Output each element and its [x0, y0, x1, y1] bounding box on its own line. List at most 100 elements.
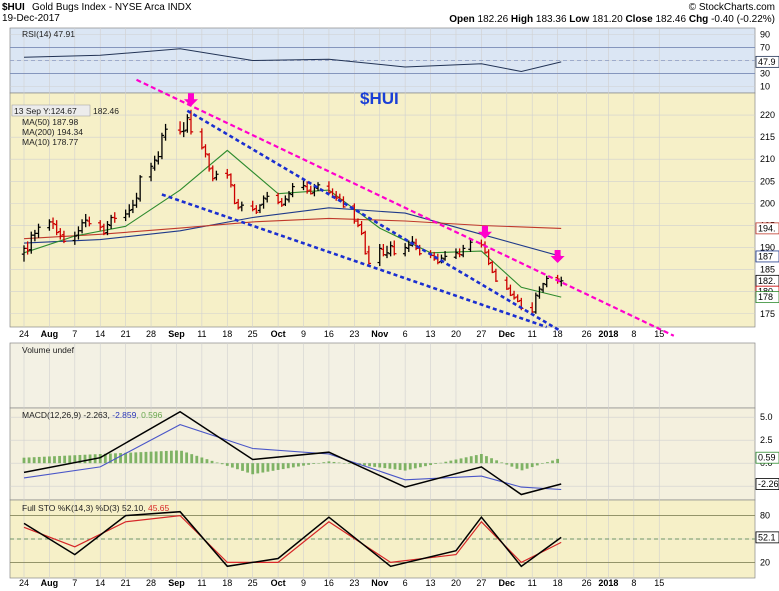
x-tick-label: Sep: [168, 578, 185, 588]
macd-histogram-bar: [53, 456, 56, 464]
macd-tag-box: [755, 478, 779, 490]
x-tick-label: 16: [324, 329, 334, 339]
rsi-label: RSI(14) 47.91: [22, 29, 75, 39]
x-tick-label: 2018: [598, 578, 618, 588]
price-tick-label: 190: [760, 243, 775, 253]
macd-histogram-bar: [180, 450, 183, 464]
x-tick-label: 6: [403, 578, 408, 588]
macd-histogram-bar: [459, 458, 463, 464]
macd-histogram-bar: [302, 463, 305, 466]
rsi-legend: RSI(14) 47.91: [22, 29, 75, 39]
macd-histogram-bar: [261, 463, 265, 473]
price-tag-box: [755, 250, 779, 263]
macd-histogram-bar: [322, 462, 326, 464]
date-tag-box: [11, 104, 91, 117]
macd-histogram-bar: [144, 451, 148, 464]
x-tick-label: Nov: [371, 329, 388, 339]
x-tick-label: 7: [72, 578, 77, 588]
macd-panel: [9, 407, 756, 501]
macd-histogram-bar: [159, 451, 163, 464]
macd-histogram-bar: [505, 463, 509, 465]
macd-histogram-bar: [103, 453, 107, 464]
macd-histogram-bar: [546, 462, 549, 464]
x-tick-label: 25: [248, 578, 258, 588]
volume-label: Volume undef: [22, 345, 75, 355]
macd-histogram-bar: [464, 457, 468, 464]
x-tick-label: 18: [553, 329, 563, 339]
macd-histogram-bar: [205, 459, 209, 464]
x-tick-label: 28: [146, 329, 156, 339]
sto-tag-box: [755, 531, 779, 544]
macd-label-signal: -2.859: [112, 410, 136, 420]
sto-label: Full STO %K(14,3) %D(3) 52.10, 45.65: [22, 503, 170, 513]
macd-histogram-bar: [22, 457, 26, 464]
macd-tag: -2.26: [758, 479, 779, 489]
brand-link[interactable]: © StockCharts.com: [689, 2, 775, 13]
price-tick-label: 175: [760, 309, 775, 319]
macd-histogram-bar: [88, 454, 92, 464]
macd-histogram-bar: [129, 452, 133, 464]
macd-histogram-bar: [73, 455, 77, 464]
price-tag: 187: [758, 251, 773, 261]
x-tick-label: Nov: [371, 578, 388, 588]
macd-tick-label: 2.5: [760, 435, 773, 445]
macd-histogram-bar: [78, 454, 82, 464]
ma-line-50: [23, 207, 562, 257]
sto-label-main: Full STO %K(14,3) %D(3) 52.10,: [22, 503, 148, 513]
chart-date: 19-Dec-2017: [2, 13, 60, 24]
x-tick-label: 27: [476, 329, 486, 339]
close-value: 182.46: [655, 14, 686, 25]
price-tick-label: 185: [760, 265, 775, 275]
pink-down-arrow-icon: [550, 249, 565, 263]
price-tick-label: 205: [760, 176, 775, 186]
x-tick-label: 23: [349, 578, 359, 588]
x-tick-label: 11: [528, 329, 537, 339]
macd-histogram-bar: [134, 452, 138, 464]
macd-histogram-bar: [525, 463, 529, 469]
x-tick-label: 21: [121, 578, 131, 588]
macd-histogram-bar: [363, 463, 366, 466]
x-tick-label: Aug: [41, 329, 59, 339]
macd-histogram-bar: [58, 455, 61, 464]
price-panel: [9, 92, 756, 328]
macd-histogram-bar: [246, 463, 250, 473]
x-tick-label: 8: [631, 329, 636, 339]
x-tick-label: 13: [426, 329, 436, 339]
x-tick-label: 15: [654, 329, 664, 339]
macd-histogram-bar: [317, 463, 321, 464]
macd-histogram-bar: [236, 463, 239, 470]
last-price: 182.46: [93, 106, 119, 116]
ma200-legend: MA(200) 194.34: [22, 127, 83, 137]
x-tick-label: Aug: [41, 578, 59, 588]
macd-label-hist: , 0.596: [136, 410, 162, 420]
x-tick-label: 24: [19, 329, 29, 339]
rsi-line: [23, 48, 562, 73]
macd-histogram-bar: [27, 457, 31, 464]
magenta-trendline: [136, 78, 675, 337]
macd-histogram-bar: [119, 453, 122, 464]
macd-histogram-bar: [342, 463, 346, 464]
price-tick-label: 210: [760, 154, 775, 164]
macd-histogram-bar: [530, 463, 534, 468]
macd-histogram-bar: [413, 463, 417, 469]
x-tick-label: 23: [349, 329, 359, 339]
macd-histogram-bar: [286, 463, 290, 469]
macd-histogram-bar: [37, 456, 41, 464]
macd-histogram-bar: [169, 450, 173, 464]
macd-histogram-bar: [251, 463, 255, 475]
x-tick-label: 20: [451, 329, 461, 339]
sto-k-line: [23, 510, 562, 568]
x-tick-label: 18: [222, 329, 232, 339]
x-tick-label: 14: [95, 578, 105, 588]
macd-histogram-bar: [429, 463, 432, 466]
macd-histogram-bar: [281, 463, 285, 470]
macd-histogram-bar: [276, 463, 280, 470]
macd-histogram-bar: [408, 463, 412, 470]
x-tick-label: 26: [582, 329, 592, 339]
macd-histogram-bar: [312, 463, 316, 464]
rsi-tick-label: 90: [760, 30, 770, 40]
macd-histogram-bar: [469, 456, 473, 464]
macd-histogram-bar: [347, 463, 351, 464]
x-tick-label: 11: [528, 578, 537, 588]
